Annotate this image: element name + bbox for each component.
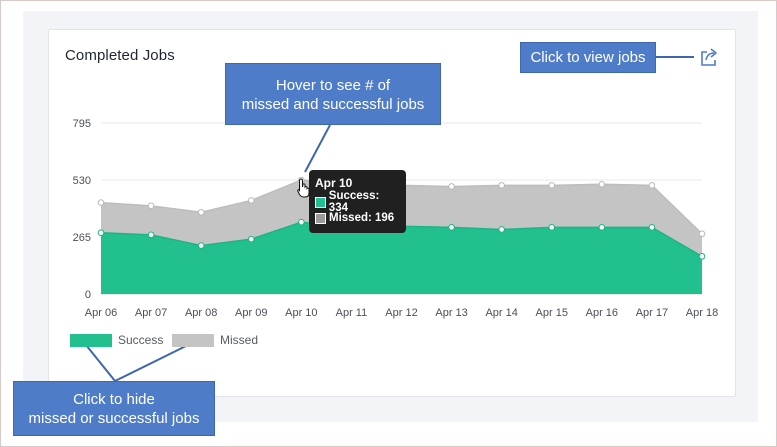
success-point[interactable] <box>648 224 656 231</box>
callout-hover-line2: missed and successful jobs <box>241 96 425 113</box>
x-tick-label: Apr 07 <box>135 307 167 319</box>
x-tick-label: Apr 15 <box>536 307 568 319</box>
hide-success-connector <box>85 344 116 382</box>
x-tick-label: Apr 06 <box>85 307 117 319</box>
tooltip-missed-row: Missed: 196 <box>315 210 400 226</box>
missed-point[interactable] <box>598 181 606 188</box>
tooltip-missed-swatch <box>315 212 326 224</box>
callout-view-jobs-text: Click to view jobs <box>530 49 646 66</box>
callout-hide: Click to hide missed or successful jobs <box>13 381 215 436</box>
x-tick-label: Apr 08 <box>185 307 217 319</box>
missed-point[interactable] <box>698 230 706 238</box>
missed-point[interactable] <box>548 182 556 189</box>
card-title: Completed Jobs <box>65 47 175 64</box>
success-point[interactable] <box>598 224 606 231</box>
tooltip-success-swatch <box>315 196 326 208</box>
legend-missed-label: Missed <box>220 333 259 347</box>
y-tick-label: 795 <box>73 118 91 130</box>
legend-missed-swatch <box>172 333 214 347</box>
chart-tooltip: Apr 10 Success: 334 Missed: 196 <box>309 170 406 233</box>
missed-point[interactable] <box>498 182 505 189</box>
tooltip-success-row: Success: 334 <box>315 190 400 214</box>
success-point[interactable] <box>247 235 255 243</box>
x-tick-label: Apr 18 <box>686 307 718 319</box>
hide-missed-connector <box>114 344 189 382</box>
legend-success[interactable]: Success <box>70 332 163 348</box>
missed-point[interactable] <box>448 183 455 190</box>
callout-hover-line1: Hover to see # of <box>275 77 391 94</box>
legend-success-label: Success <box>118 333 164 347</box>
x-tick-label: Apr 14 <box>485 307 517 319</box>
hand-cursor-icon <box>297 178 310 198</box>
success-point[interactable] <box>498 226 505 233</box>
success-point[interactable] <box>448 224 455 231</box>
x-tick-label: Apr 17 <box>636 307 668 319</box>
tooltip-success-text: Success: 334 <box>328 190 380 214</box>
legend-missed[interactable]: Missed <box>172 332 258 348</box>
callout-connectors <box>85 56 694 382</box>
missed-point[interactable] <box>648 182 656 189</box>
success-point[interactable] <box>698 253 706 260</box>
success-point[interactable] <box>97 229 105 236</box>
y-tick-label: 530 <box>73 175 91 187</box>
y-tick-label: 265 <box>73 232 91 244</box>
tooltip-date: Apr 10 <box>315 176 353 190</box>
callout-hide-line2: missed or successful jobs <box>28 410 200 427</box>
success-point[interactable] <box>147 231 155 239</box>
x-tick-label: Apr 13 <box>435 307 467 319</box>
x-tick-label: Apr 16 <box>586 307 618 319</box>
callout-hide-line1: Click to hide <box>73 391 155 408</box>
x-tick-label: Apr 12 <box>385 307 417 319</box>
missed-point[interactable] <box>147 202 155 210</box>
callout-view-jobs: Click to view jobs <box>520 42 656 73</box>
y-tick-label: 0 <box>85 289 91 301</box>
success-point[interactable] <box>298 218 305 226</box>
x-tick-label: Apr 09 <box>235 307 267 319</box>
share-icon[interactable] <box>698 46 720 68</box>
x-axis: Apr 06 Apr 07 Apr 08 Apr 09 Apr 10 Apr 11 Apr … <box>85 307 718 319</box>
tooltip-missed-text: Missed: 196 <box>329 212 395 224</box>
success-point[interactable] <box>548 224 556 231</box>
success-point[interactable] <box>197 242 205 249</box>
y-axis: 0 265 530 795 <box>73 118 91 301</box>
x-tick-label: Apr 11 <box>336 307 368 319</box>
legend-success-swatch <box>70 333 112 347</box>
missed-point[interactable] <box>247 197 255 204</box>
missed-point[interactable] <box>197 208 205 216</box>
x-tick-label: Apr 10 <box>285 307 317 319</box>
callout-hover: Hover to see # of missed and successful … <box>225 63 441 125</box>
missed-point[interactable] <box>97 199 105 206</box>
hover-connector <box>304 124 331 173</box>
